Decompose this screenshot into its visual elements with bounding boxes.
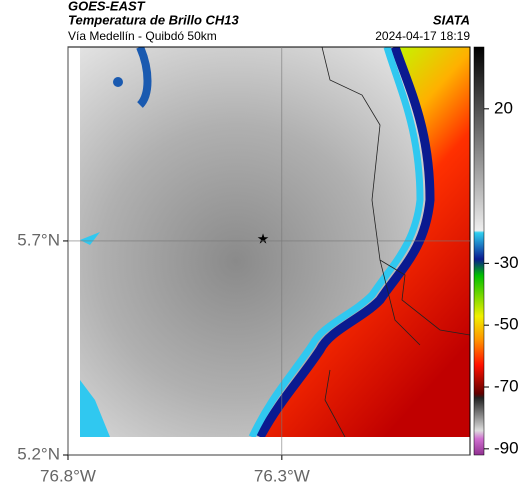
colorbar-tick-label: -90 [494,438,519,457]
product: Temperatura de Brillo CH13 [68,12,240,27]
region: Vía Medellín - Quibdó 50km [68,29,217,43]
source: GOES-EAST [68,0,146,13]
datetime: 2024-04-17 18:19 [375,29,470,43]
lon-tick-label: 76.8°W [40,466,96,485]
colorbar-tick-label: -50 [494,315,519,334]
colorbar-tick-label: 20 [494,98,513,117]
satellite-image [80,47,470,437]
lon-tick-label: 76.3°W [254,466,310,485]
city-marker: ★ [257,231,270,247]
agency: SIATA [433,12,470,27]
colorbar-tick-label: -30 [494,253,519,272]
lat-tick-label: 5.7°N [17,230,60,249]
lat-tick-label: 5.2°N [17,444,60,463]
colorbar [473,46,485,456]
colorbar-tick-label: -70 [494,376,519,395]
